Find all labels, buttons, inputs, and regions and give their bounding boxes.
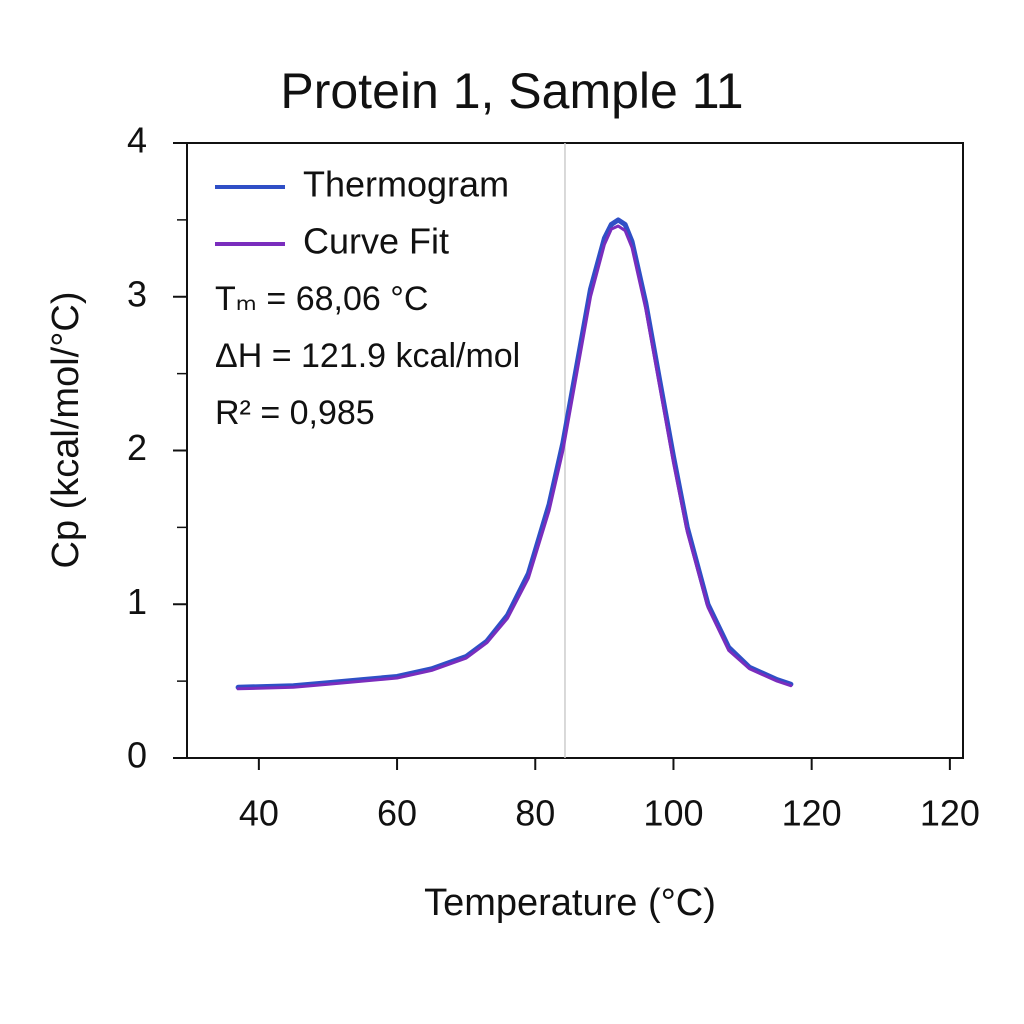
annotation: R² = 0,985 [215, 394, 375, 432]
y-tick-label: 0 [127, 735, 147, 776]
legend-label: Thermogram [303, 164, 509, 205]
x-tick-label: 100 [643, 793, 703, 834]
x-tick-label: 60 [377, 793, 417, 834]
x-tick-label: 40 [239, 793, 279, 834]
y-axis-label: Cp (kcal/mol/°C) [45, 291, 87, 568]
y-tick-label: 2 [127, 427, 147, 468]
y-tick-label: 4 [127, 120, 147, 161]
y-tick-label: 1 [127, 581, 147, 622]
annotation: Tₘ = 68,06 °C [215, 280, 428, 318]
x-axis-label: Temperature (°C) [424, 882, 716, 924]
legend-label: Curve Fit [303, 221, 449, 262]
x-tick-label: 120 [920, 793, 980, 834]
x-tick-label: 80 [515, 793, 555, 834]
x-tick-label: 120 [782, 793, 842, 834]
annotation: ΔH = 121.9 kcal/mol [215, 337, 520, 375]
chart-title: Protein 1, Sample 11 [280, 63, 743, 119]
y-tick-label: 3 [127, 273, 147, 314]
series-line [236, 224, 793, 691]
